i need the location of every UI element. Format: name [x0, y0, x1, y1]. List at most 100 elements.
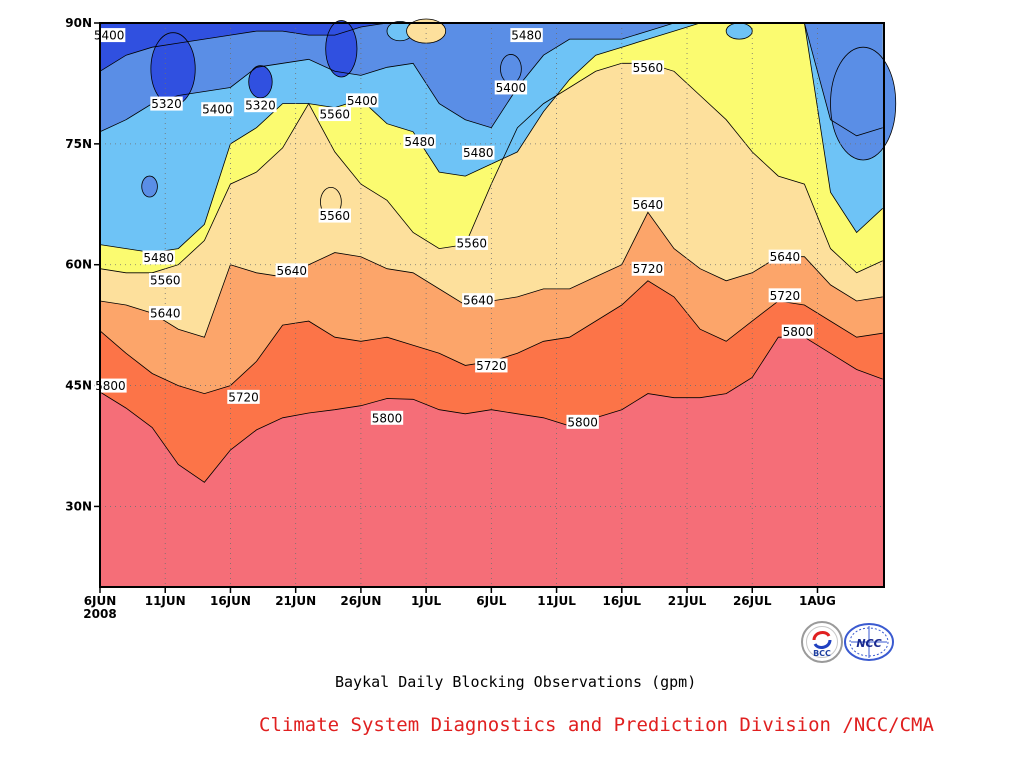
contour-label-text: 5480	[404, 135, 435, 149]
contour-label: 5560	[318, 208, 352, 223]
x-tick-label: 6JUN	[84, 594, 117, 608]
closed-contour-5400	[500, 54, 522, 84]
contour-label-bg	[631, 197, 665, 212]
contour-label-text: 5640	[150, 307, 181, 321]
contour-label-text: 5560	[320, 108, 351, 122]
y-tick-label: 30N	[65, 499, 92, 513]
contour-label-bg	[455, 235, 488, 250]
x-tick-label: 21JUN	[275, 594, 316, 608]
contour-label-text: 5560	[150, 274, 181, 288]
axis-ticks: 6JUN 11JUN 16JUN 21JUN 26JUN 1JUL 6JUL 11JUL 16J…	[65, 16, 836, 621]
contour-label-text: 5480	[511, 29, 542, 43]
x-tick-label: 11JUN	[145, 594, 186, 608]
contour-label: 5720	[768, 288, 802, 303]
closed-contour-5480	[725, 22, 753, 40]
contour-label-bg	[768, 249, 802, 264]
ncc-logo-text: NCC	[856, 637, 881, 650]
contour-label-text: 5800	[567, 415, 598, 429]
contour-label-bg	[94, 378, 127, 393]
contour-label: 5640	[768, 249, 802, 264]
x-tick-label: 21JUL	[668, 594, 707, 608]
contour-label-bg	[781, 324, 815, 339]
contour-label-bg	[149, 273, 182, 288]
contour-label-bg	[494, 80, 528, 95]
contour-label: 5800	[94, 378, 127, 393]
closed-contour-5400	[830, 46, 897, 161]
isoline-5800	[99, 336, 883, 483]
contour-label-text: 5800	[372, 411, 403, 425]
chart-title: Baykal Daily Blocking Observations (gpm)	[335, 673, 697, 691]
contour-label-bg	[149, 306, 182, 321]
fill-band-5400	[100, 23, 883, 136]
contour-label: 5720	[631, 261, 665, 276]
contour-label: 5640	[149, 306, 182, 321]
x-tick-label: 1JUL	[411, 594, 442, 608]
contour-label-text: 5320	[151, 97, 182, 111]
contour-label-bg	[462, 145, 495, 160]
contour-label: 5480	[403, 134, 436, 149]
ncc-logo: NCC	[844, 623, 894, 661]
contour-label: 5640	[631, 197, 665, 212]
fill-band-5320	[100, 23, 883, 72]
x-tick-label: 26JUL	[733, 594, 772, 608]
contour-label-bg	[201, 102, 234, 117]
contour-label: 5800	[566, 414, 599, 429]
contour-label-bg	[631, 261, 665, 276]
contour-label-text: 5400	[496, 81, 527, 95]
x-tick-label: 11JUL	[537, 594, 576, 608]
contour-label: 5400	[92, 28, 126, 43]
contour-label-text: 5640	[770, 250, 801, 264]
bcc-logo: BCC	[801, 621, 843, 663]
contour-label-text: 5560	[633, 61, 664, 75]
closed-contour-5320	[248, 65, 273, 99]
x-tick-label: 1AUG	[799, 594, 836, 608]
contour-label-text: 5720	[770, 289, 801, 303]
contour-label: 5800	[781, 324, 815, 339]
y-tick-label: 45N	[65, 379, 92, 393]
x-tick-label: 6JUL	[476, 594, 507, 608]
fill-band-5480	[100, 23, 883, 253]
x-tick-label: 16JUL	[603, 594, 642, 608]
contour-label-text: 5400	[347, 94, 378, 108]
closed-contour-5400	[141, 175, 158, 198]
contour-label-bg	[346, 93, 379, 108]
contour-label-bg	[244, 98, 277, 113]
contour-label-text: 5560	[320, 209, 351, 223]
contour-label: 5800	[370, 410, 404, 425]
contour-label: 5560	[631, 60, 665, 75]
y-tick-label: 75N	[65, 137, 92, 151]
contour-label-text: 5480	[143, 251, 174, 265]
credit-text: Climate System Diagnostics and Predictio…	[259, 714, 934, 736]
contour-label-bg	[318, 107, 352, 122]
grid-lines	[100, 23, 884, 587]
plot-frame	[99, 22, 885, 588]
contour-label-bg	[462, 293, 495, 308]
contour-label: 5480	[462, 145, 495, 160]
contour-label-text: 5720	[476, 359, 507, 373]
contour-label-bg	[566, 414, 599, 429]
contour-label: 5560	[149, 273, 182, 288]
contour-label-text: 5560	[457, 236, 488, 250]
y-tick-label: 60N	[65, 258, 92, 272]
contour-label-text: 5640	[633, 198, 664, 212]
x-tick-label: 26JUN	[340, 594, 381, 608]
isoline-5560	[99, 62, 883, 274]
contour-label: 5560	[318, 107, 352, 122]
contour-label: 5400	[201, 102, 234, 117]
contour-label: 5320	[150, 96, 183, 111]
x-year-label: 2008	[83, 607, 116, 621]
y-tick-label: 90N	[65, 16, 92, 30]
contour-label-bg	[510, 28, 543, 43]
contour-label-text: 5480	[463, 146, 494, 160]
contour-label-text: 5400	[94, 29, 125, 43]
contour-label-bg	[318, 208, 352, 223]
contour-label-text: 5720	[633, 262, 664, 276]
contour-label: 5640	[275, 263, 308, 278]
contour-label-text: 5640	[463, 294, 494, 308]
contour-label: 5720	[227, 389, 260, 404]
contour-label-text: 5800	[95, 379, 126, 393]
contour-label: 5320	[244, 98, 277, 113]
contour-label: 5560	[455, 235, 488, 250]
contour-label-bg	[92, 28, 126, 43]
